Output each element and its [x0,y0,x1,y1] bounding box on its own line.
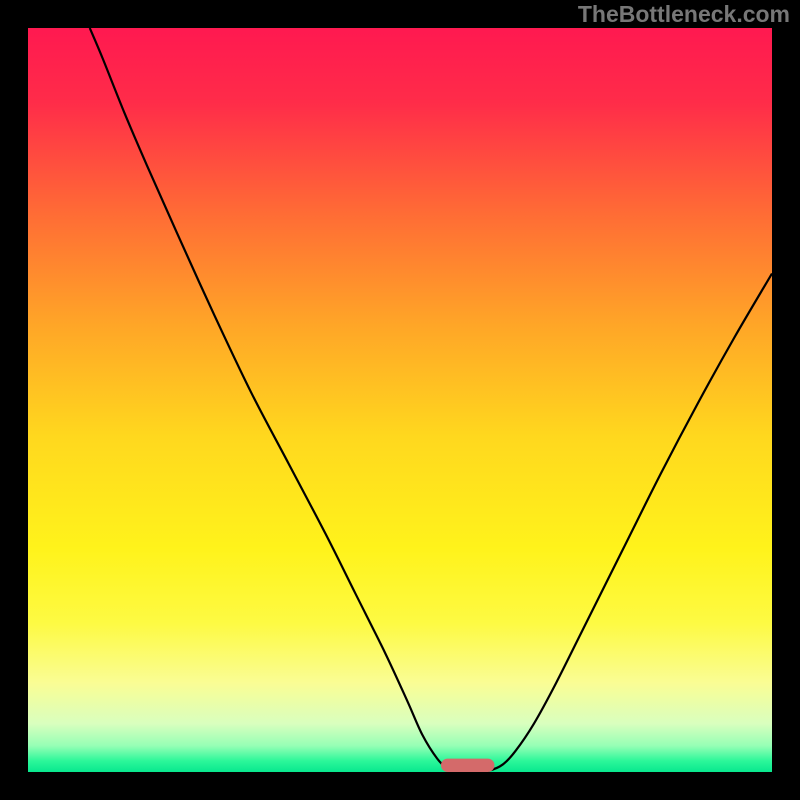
optimal-marker [441,759,495,772]
bottleneck-curve-chart: TheBottleneck.com [0,0,800,800]
gradient-background [28,28,772,772]
watermark-text: TheBottleneck.com [578,1,790,27]
